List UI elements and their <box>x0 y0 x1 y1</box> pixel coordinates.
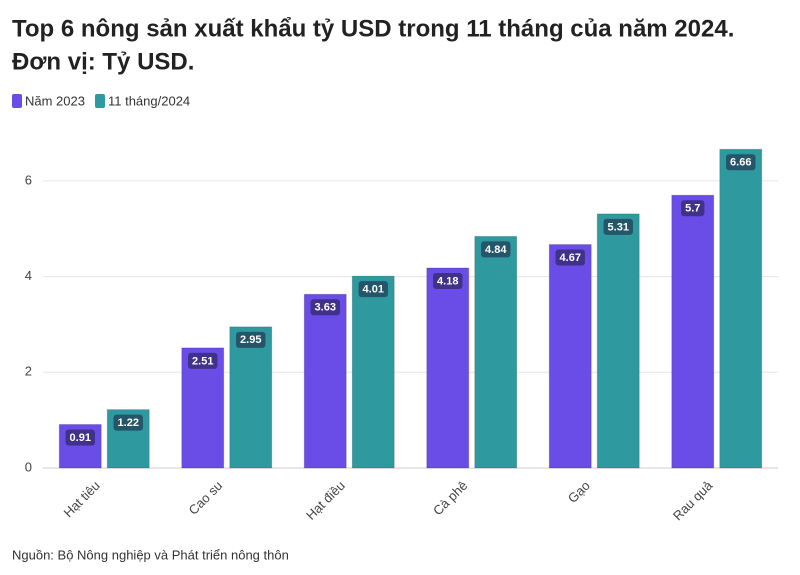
x-tick-label: Gạo <box>565 478 593 506</box>
legend-label: 11 tháng/2024 <box>108 93 190 108</box>
legend-swatch <box>12 94 22 108</box>
value-label: 5.31 <box>608 221 629 233</box>
bar <box>229 326 273 469</box>
bar <box>548 244 592 469</box>
x-tick-label: Hạt tiêu <box>61 478 103 520</box>
chart-title: Top 6 nông sản xuất khẩu tỷ USD trong 11… <box>12 15 734 42</box>
bar <box>303 293 347 469</box>
y-tick-label: 6 <box>25 172 32 187</box>
legend-label: Năm 2023 <box>25 93 85 108</box>
x-tick-label: Cao su <box>186 478 226 518</box>
value-label-bg <box>188 352 218 369</box>
value-label-bg <box>481 241 511 258</box>
value-label-bg <box>113 414 143 431</box>
value-label: 2.95 <box>240 334 261 346</box>
y-tick-label: 2 <box>25 364 32 379</box>
value-label: 3.63 <box>315 302 336 314</box>
x-tick-label: Cà phê <box>430 478 470 518</box>
bar <box>351 275 395 469</box>
y-tick-label: 0 <box>25 459 32 474</box>
value-label-bg <box>236 331 266 348</box>
value-label-bg <box>555 249 585 266</box>
legend-swatch <box>94 94 105 108</box>
value-label-bg <box>726 154 756 171</box>
value-label: 4.84 <box>485 244 507 256</box>
value-label-bg <box>433 272 463 289</box>
value-label-bg <box>65 429 95 446</box>
value-label-bg <box>681 200 705 217</box>
value-label: 1.22 <box>118 417 139 429</box>
value-label-bg <box>603 218 633 235</box>
value-label: 5.7 <box>685 203 700 215</box>
bar <box>474 235 518 469</box>
y-tick-label: 4 <box>25 268 32 283</box>
bar <box>596 213 640 469</box>
x-tick-label: Rau quả <box>670 477 716 523</box>
value-label: 4.18 <box>437 275 458 287</box>
chart-subtitle: Đơn vị: Tỷ USD. <box>12 48 194 75</box>
value-label: 0.91 <box>70 432 91 444</box>
x-tick-label: Hạt điều <box>303 478 348 523</box>
bar <box>671 194 715 469</box>
value-label-bg <box>358 281 388 298</box>
value-label: 4.01 <box>363 283 384 295</box>
source: Nguồn: Bộ Nông nghiệp và Phát triển nông… <box>12 547 289 562</box>
value-label-bg <box>310 299 340 316</box>
bar <box>426 267 470 469</box>
bar <box>719 148 763 469</box>
value-label: 6.66 <box>730 157 751 169</box>
value-label: 4.67 <box>560 252 581 264</box>
value-label: 2.51 <box>192 355 213 367</box>
